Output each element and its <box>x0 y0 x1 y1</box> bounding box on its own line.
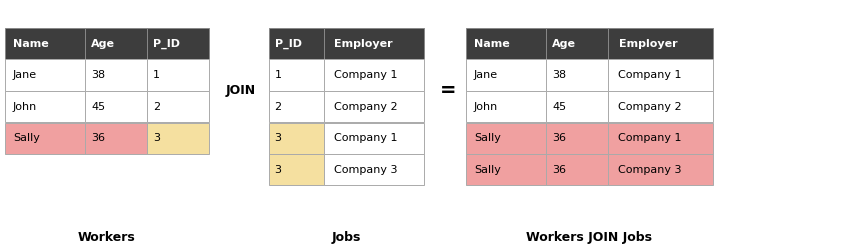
Bar <box>147 91 209 122</box>
Bar <box>5 28 85 60</box>
Text: 3: 3 <box>274 133 281 143</box>
Text: Sally: Sally <box>473 165 501 175</box>
Text: Company 3: Company 3 <box>334 165 397 175</box>
Bar <box>323 60 423 91</box>
Text: 3: 3 <box>274 165 281 175</box>
Bar <box>323 122 423 154</box>
Bar <box>85 28 147 60</box>
Bar <box>269 60 323 91</box>
Bar <box>545 28 607 60</box>
Text: Sally: Sally <box>473 133 501 143</box>
Text: Company 1: Company 1 <box>618 70 682 80</box>
Text: JOIN: JOIN <box>226 84 256 98</box>
Bar <box>466 122 545 154</box>
Bar <box>607 154 712 186</box>
Text: 36: 36 <box>552 133 566 143</box>
Text: Company 3: Company 3 <box>618 165 682 175</box>
Text: Company 2: Company 2 <box>334 102 397 112</box>
Text: 2: 2 <box>153 102 160 112</box>
Text: 36: 36 <box>91 133 105 143</box>
Text: Age: Age <box>91 39 115 49</box>
Text: 38: 38 <box>91 70 105 80</box>
Text: Jane: Jane <box>473 70 497 80</box>
Text: P_ID: P_ID <box>274 38 301 49</box>
Text: 1: 1 <box>274 70 281 80</box>
Bar <box>545 60 607 91</box>
Bar <box>466 60 545 91</box>
Bar <box>5 122 85 154</box>
Bar <box>323 91 423 122</box>
Text: Employer: Employer <box>618 39 676 49</box>
Bar <box>5 91 85 122</box>
Bar <box>607 28 712 60</box>
Text: Jobs: Jobs <box>332 231 361 244</box>
Bar <box>85 60 147 91</box>
Bar <box>323 28 423 60</box>
Bar <box>607 60 712 91</box>
Bar <box>5 60 85 91</box>
Bar <box>545 122 607 154</box>
Text: Name: Name <box>473 39 509 49</box>
Bar <box>269 28 323 60</box>
Bar <box>607 122 712 154</box>
Bar <box>607 91 712 122</box>
Bar <box>147 122 209 154</box>
Text: Employer: Employer <box>334 39 392 49</box>
Text: John: John <box>13 102 38 112</box>
Text: 45: 45 <box>91 102 105 112</box>
Bar <box>147 60 209 91</box>
Text: =: = <box>439 82 456 100</box>
Bar <box>466 91 545 122</box>
Text: Name: Name <box>13 39 49 49</box>
Bar <box>323 154 423 186</box>
Text: Workers: Workers <box>78 231 136 244</box>
Text: Sally: Sally <box>13 133 40 143</box>
Text: 45: 45 <box>552 102 566 112</box>
Bar <box>269 154 323 186</box>
Text: John: John <box>473 102 497 112</box>
Text: Workers JOIN Jobs: Workers JOIN Jobs <box>526 231 652 244</box>
Bar <box>269 91 323 122</box>
Text: 1: 1 <box>153 70 160 80</box>
Bar <box>545 154 607 186</box>
Bar <box>466 28 545 60</box>
Text: Company 2: Company 2 <box>618 102 682 112</box>
Text: Jane: Jane <box>13 70 37 80</box>
Bar <box>545 91 607 122</box>
Bar <box>269 122 323 154</box>
Bar <box>147 28 209 60</box>
Bar <box>85 91 147 122</box>
Bar <box>85 122 147 154</box>
Text: Age: Age <box>552 39 576 49</box>
Text: P_ID: P_ID <box>153 38 180 49</box>
Text: 36: 36 <box>552 165 566 175</box>
Text: 2: 2 <box>274 102 281 112</box>
Bar <box>466 154 545 186</box>
Text: Company 1: Company 1 <box>618 133 682 143</box>
Text: Company 1: Company 1 <box>334 133 397 143</box>
Text: 38: 38 <box>552 70 566 80</box>
Text: Company 1: Company 1 <box>334 70 397 80</box>
Text: 3: 3 <box>153 133 160 143</box>
